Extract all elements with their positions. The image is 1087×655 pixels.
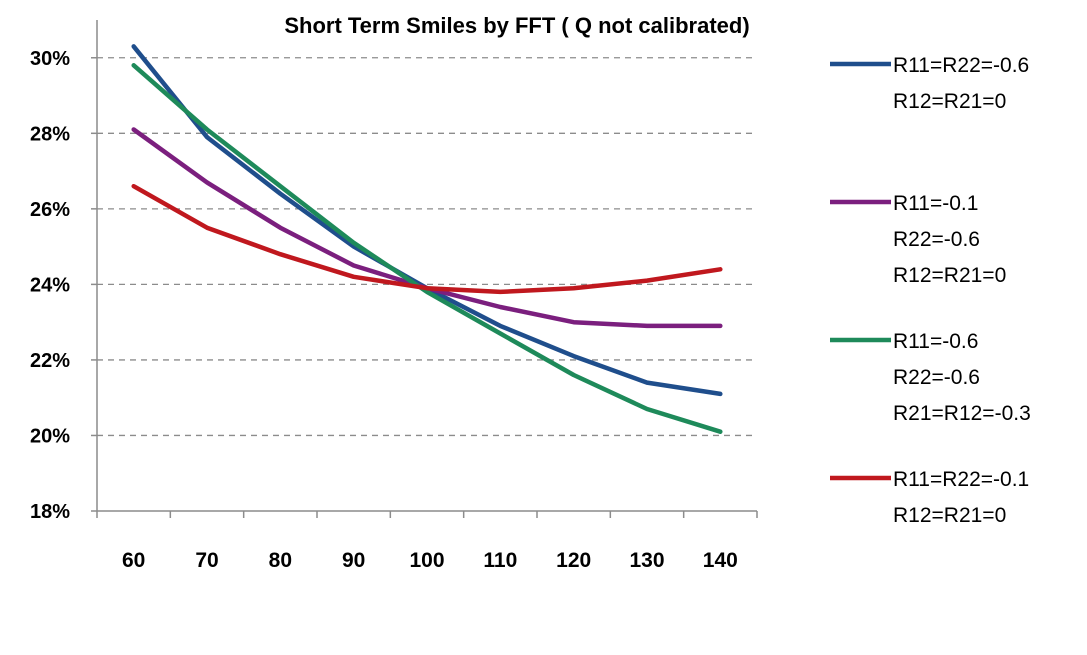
legend-label-1: R11=R22=-0.6 xyxy=(893,54,1029,77)
y-tick-label: 28% xyxy=(30,123,70,145)
x-tick-label: 100 xyxy=(409,549,444,572)
axes xyxy=(96,20,757,512)
series-line-4 xyxy=(131,183,723,295)
legend-label-1: R12=R21=0 xyxy=(893,90,1006,113)
x-axis-ticks: 60 70 80 90 100 110 120 130 140 xyxy=(96,511,758,572)
y-tick-label: 24% xyxy=(30,274,70,296)
x-tick-label: 120 xyxy=(556,549,591,572)
x-tick-label: 80 xyxy=(269,549,292,572)
y-axis-ticks: 18% 20% 22% 24% 26% 28% 30% xyxy=(30,48,97,523)
legend-label-3: R11=-0.6 xyxy=(893,330,978,353)
legend-label-2: R11=-0.1 xyxy=(893,192,978,215)
y-tick-label: 20% xyxy=(30,425,70,447)
x-tick-label: 110 xyxy=(483,549,517,572)
series-line-2 xyxy=(131,127,723,329)
series-line-3 xyxy=(131,63,723,434)
x-tick-label: 140 xyxy=(703,549,738,572)
legend-label-4: R12=R21=0 xyxy=(893,504,1006,527)
x-tick-label: 60 xyxy=(122,549,145,572)
y-tick-label: 26% xyxy=(30,199,70,221)
x-tick-label: 70 xyxy=(195,549,218,572)
legend-label-2: R22=-0.6 xyxy=(893,228,980,251)
series-line-1 xyxy=(131,44,723,397)
y-tick-label: 18% xyxy=(30,501,70,523)
legend-label-4: R11=R22=-0.1 xyxy=(893,468,1029,491)
legend: R11=R22=-0.6 R12=R21=0 R11=-0.1 R22=-0.6 R12… xyxy=(830,54,1031,527)
series-lines xyxy=(131,44,723,434)
gridlines xyxy=(97,57,757,437)
x-tick-label: 90 xyxy=(342,549,365,572)
legend-label-3: R22=-0.6 xyxy=(893,366,980,389)
chart-title: Short Term Smiles by FFT ( Q not calibra… xyxy=(284,13,749,38)
y-tick-label: 30% xyxy=(30,48,70,70)
y-tick-label: 22% xyxy=(30,350,70,372)
legend-label-2: R12=R21=0 xyxy=(893,264,1006,287)
legend-label-3: R21=R12=-0.3 xyxy=(893,402,1031,425)
x-tick-label: 130 xyxy=(629,549,664,572)
